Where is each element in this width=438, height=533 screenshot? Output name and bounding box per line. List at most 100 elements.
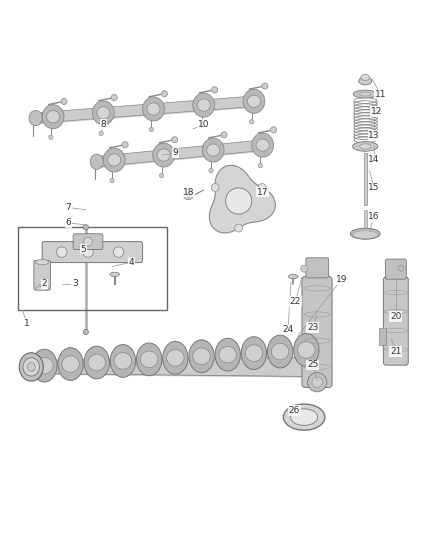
Text: 10: 10 bbox=[198, 120, 209, 129]
Ellipse shape bbox=[193, 93, 215, 117]
Ellipse shape bbox=[283, 404, 325, 430]
Text: 13: 13 bbox=[368, 131, 380, 140]
Ellipse shape bbox=[35, 260, 49, 265]
Circle shape bbox=[199, 124, 204, 128]
Circle shape bbox=[83, 247, 93, 257]
Text: 17: 17 bbox=[257, 188, 268, 197]
Circle shape bbox=[83, 329, 88, 335]
Circle shape bbox=[122, 142, 128, 148]
Ellipse shape bbox=[108, 154, 121, 166]
Ellipse shape bbox=[252, 133, 274, 157]
Ellipse shape bbox=[193, 348, 210, 365]
Circle shape bbox=[209, 168, 213, 173]
FancyBboxPatch shape bbox=[302, 277, 332, 387]
Ellipse shape bbox=[247, 95, 261, 107]
FancyBboxPatch shape bbox=[34, 261, 50, 290]
Text: 25: 25 bbox=[307, 360, 318, 369]
Ellipse shape bbox=[272, 343, 289, 360]
Ellipse shape bbox=[290, 409, 318, 425]
Ellipse shape bbox=[92, 101, 114, 125]
Circle shape bbox=[235, 224, 243, 232]
Polygon shape bbox=[209, 165, 276, 233]
Ellipse shape bbox=[256, 139, 269, 151]
Ellipse shape bbox=[58, 348, 83, 381]
Ellipse shape bbox=[88, 354, 106, 371]
Ellipse shape bbox=[353, 231, 378, 239]
Ellipse shape bbox=[245, 345, 263, 361]
Ellipse shape bbox=[114, 353, 132, 369]
Ellipse shape bbox=[103, 148, 125, 172]
Text: 3: 3 bbox=[72, 279, 78, 288]
Text: 22: 22 bbox=[290, 297, 301, 306]
Text: 1: 1 bbox=[24, 319, 30, 328]
Circle shape bbox=[49, 135, 53, 140]
FancyBboxPatch shape bbox=[383, 277, 408, 365]
Circle shape bbox=[159, 173, 164, 177]
Text: 7: 7 bbox=[66, 203, 71, 212]
Ellipse shape bbox=[297, 342, 315, 358]
Ellipse shape bbox=[268, 335, 293, 368]
Ellipse shape bbox=[207, 144, 220, 156]
Ellipse shape bbox=[141, 351, 158, 368]
Circle shape bbox=[312, 377, 322, 387]
Ellipse shape bbox=[137, 343, 162, 376]
Bar bbox=[364, 210, 367, 231]
Text: 2: 2 bbox=[42, 279, 47, 288]
Ellipse shape bbox=[42, 104, 64, 128]
Circle shape bbox=[110, 179, 114, 183]
Text: 8: 8 bbox=[100, 120, 106, 129]
Circle shape bbox=[258, 164, 263, 168]
Circle shape bbox=[398, 265, 404, 271]
Ellipse shape bbox=[353, 142, 378, 151]
Text: 21: 21 bbox=[390, 347, 402, 356]
Circle shape bbox=[161, 91, 167, 97]
Text: 16: 16 bbox=[368, 212, 380, 221]
Text: 9: 9 bbox=[173, 149, 178, 157]
Text: 6: 6 bbox=[66, 219, 71, 228]
Text: 4: 4 bbox=[129, 257, 134, 266]
Ellipse shape bbox=[166, 350, 184, 366]
Circle shape bbox=[250, 119, 254, 124]
Circle shape bbox=[258, 183, 266, 191]
Ellipse shape bbox=[360, 92, 371, 96]
Ellipse shape bbox=[23, 358, 39, 376]
Text: 24: 24 bbox=[283, 325, 293, 334]
Ellipse shape bbox=[243, 89, 265, 114]
Text: 18: 18 bbox=[183, 188, 194, 197]
Circle shape bbox=[172, 136, 178, 143]
Ellipse shape bbox=[147, 103, 160, 115]
Circle shape bbox=[83, 224, 88, 230]
Bar bbox=[364, 153, 367, 205]
Circle shape bbox=[57, 247, 67, 257]
Ellipse shape bbox=[197, 99, 210, 111]
Ellipse shape bbox=[219, 346, 237, 363]
Text: 19: 19 bbox=[336, 275, 347, 284]
Circle shape bbox=[300, 265, 307, 272]
Ellipse shape bbox=[361, 75, 370, 80]
FancyBboxPatch shape bbox=[385, 259, 406, 279]
Circle shape bbox=[307, 373, 327, 392]
Circle shape bbox=[111, 94, 117, 101]
Ellipse shape bbox=[29, 110, 42, 126]
Ellipse shape bbox=[62, 356, 79, 373]
Text: 14: 14 bbox=[368, 155, 380, 164]
Text: 26: 26 bbox=[288, 406, 300, 415]
Circle shape bbox=[99, 131, 103, 135]
Ellipse shape bbox=[288, 274, 298, 279]
Circle shape bbox=[212, 87, 218, 93]
Ellipse shape bbox=[46, 110, 60, 123]
Circle shape bbox=[113, 247, 124, 257]
Ellipse shape bbox=[32, 349, 57, 382]
Ellipse shape bbox=[97, 107, 110, 119]
Text: 15: 15 bbox=[368, 183, 380, 192]
Ellipse shape bbox=[19, 353, 43, 381]
Ellipse shape bbox=[215, 338, 240, 371]
Ellipse shape bbox=[35, 357, 53, 374]
Ellipse shape bbox=[360, 144, 371, 149]
Ellipse shape bbox=[110, 344, 136, 377]
Text: 23: 23 bbox=[307, 323, 318, 332]
Circle shape bbox=[149, 127, 153, 132]
Ellipse shape bbox=[293, 334, 319, 366]
Text: 12: 12 bbox=[371, 107, 382, 116]
Ellipse shape bbox=[90, 154, 103, 169]
